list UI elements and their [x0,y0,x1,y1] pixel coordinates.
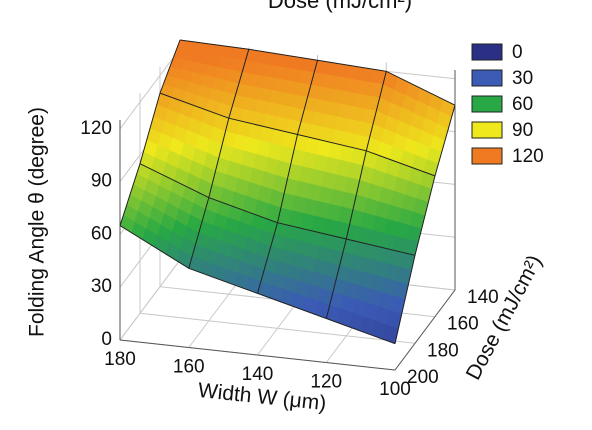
surface-column-line [257,60,318,294]
x-tick-label: 120 [310,372,342,393]
surface [119,39,456,344]
z-tick-label: 0 [101,329,112,350]
legend-swatch [471,95,503,113]
x-tick-label: 180 [104,349,136,370]
z-tick-label: 60 [91,223,112,244]
surface-column-line [188,49,250,269]
legend-label: 0 [512,42,523,63]
y-tick-label: 180 [427,340,459,361]
legend-label: 120 [512,146,544,167]
colorbar-title: Dose (mJ/cm²) [268,0,412,13]
x-tick-label: 140 [242,364,274,385]
axis-line [119,289,456,371]
y-tick-label: 200 [407,367,439,388]
x-tick-label: 100 [379,379,411,400]
legend-label: 90 [512,120,533,141]
y-tick-label: 160 [447,314,479,335]
legend-swatch [471,69,503,87]
z-axis-title: Folding Angle θ (degree) [26,107,49,337]
legend-swatch [471,147,503,165]
surface-column-line [325,71,387,319]
legend-swatch [471,43,503,61]
z-tick-label: 120 [80,118,112,139]
legend-swatch [471,121,503,139]
legend-label: 60 [512,94,533,115]
surface-column-line [119,39,181,226]
x-tick-label: 160 [173,357,205,378]
z-tick-label: 30 [91,276,112,297]
legend-label: 30 [512,68,533,89]
y-tick-label: 140 [467,287,499,308]
surface-column-line [394,105,456,344]
z-tick-label: 90 [91,171,112,192]
